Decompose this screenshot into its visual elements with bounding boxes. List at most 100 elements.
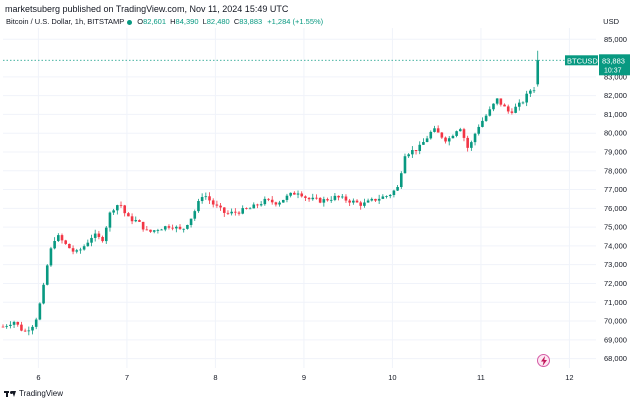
- y-tick-label: 72,000: [604, 279, 627, 288]
- candle-body: [234, 211, 237, 213]
- candle-body: [318, 197, 322, 203]
- candle-body: [116, 205, 119, 211]
- candle-body: [90, 237, 93, 243]
- y-tick-label: 78,000: [604, 166, 627, 175]
- candle-body: [112, 210, 115, 213]
- candle-body: [525, 93, 528, 103]
- candle-body: [492, 103, 495, 110]
- candle-body: [414, 150, 418, 152]
- candle-body: [141, 221, 145, 230]
- y-tick-label: 82,000: [604, 91, 627, 100]
- change-value: +1,284 (+1.55%): [267, 17, 324, 26]
- candle-body: [481, 120, 484, 127]
- candle-body: [503, 104, 506, 107]
- y-tick-label: 77,000: [604, 185, 627, 194]
- lightning-icon[interactable]: [537, 354, 550, 367]
- close-value: 83,883: [239, 17, 263, 26]
- candle-body: [270, 199, 274, 203]
- candle-body: [495, 98, 499, 104]
- axes: 68,000 69,000 70,000 71,000 72,000 73,000 74,0…: [36, 35, 627, 382]
- candle-body: [278, 202, 281, 205]
- candle-body: [127, 213, 130, 217]
- candle-body: [311, 197, 315, 200]
- x-tick-label: 6: [36, 373, 40, 382]
- y-tick-label: 80,000: [604, 129, 627, 138]
- candle-body: [156, 230, 160, 231]
- candle-body: [388, 194, 392, 197]
- candle-body: [470, 142, 473, 148]
- x-tick-label: 12: [565, 373, 573, 382]
- candle-body: [145, 229, 149, 231]
- candle-body: [532, 90, 536, 92]
- candle-body: [237, 212, 241, 214]
- open-label: O: [137, 17, 144, 26]
- low-value: 82,480: [206, 17, 230, 26]
- candle-body: [385, 196, 388, 197]
- candle-body: [377, 198, 381, 201]
- candle-body: [16, 321, 20, 325]
- candle-body: [352, 200, 355, 203]
- candle-body: [138, 220, 141, 222]
- candle-body: [245, 208, 248, 209]
- candle-body: [167, 226, 171, 228]
- candle-body: [381, 196, 385, 199]
- candle-body: [57, 235, 60, 241]
- y-tick-label: 83,000: [604, 72, 627, 81]
- candle-body: [27, 330, 31, 332]
- candle-body: [34, 319, 38, 327]
- candle-body: [9, 324, 12, 326]
- candle-body: [241, 208, 245, 214]
- candle-body: [20, 324, 23, 331]
- x-tick-label: 11: [477, 373, 485, 382]
- candle-body: [86, 242, 90, 247]
- candle-body: [429, 131, 433, 139]
- candle-body: [123, 205, 126, 214]
- candle-body: [71, 248, 75, 252]
- candle-body: [399, 173, 403, 188]
- candle-body: [455, 131, 458, 136]
- candle-body: [340, 196, 344, 198]
- candle-body: [403, 156, 407, 174]
- candle-body: [274, 202, 278, 205]
- brand-name: TradingView: [19, 389, 64, 398]
- candle-body: [252, 204, 256, 209]
- candle-body: [536, 60, 540, 85]
- candle-body: [38, 303, 42, 320]
- price-tag-ticker: BTCUSD: [567, 56, 598, 65]
- candle-body: [488, 109, 492, 116]
- candle-body: [363, 202, 366, 206]
- candle-body: [348, 200, 351, 203]
- candle-body: [458, 129, 462, 132]
- candle-body: [281, 199, 285, 203]
- candle-body: [451, 135, 455, 139]
- candle-body: [263, 198, 267, 205]
- candle-body: [149, 229, 152, 232]
- candle-body: [163, 226, 167, 230]
- candle-body: [108, 212, 112, 228]
- x-tick-label: 9: [302, 373, 306, 382]
- candle-body: [473, 133, 477, 143]
- candle-body: [300, 193, 304, 197]
- candle-body: [521, 102, 525, 104]
- candle-body: [45, 265, 49, 285]
- candle-body: [256, 204, 259, 206]
- high-value: 84,390: [175, 17, 199, 26]
- candle-body: [12, 321, 16, 325]
- candle-body: [226, 212, 230, 214]
- publisher-line: marketsuberg published on TradingView.co…: [5, 4, 289, 14]
- candle-body: [193, 211, 197, 219]
- candle-body: [440, 132, 444, 138]
- close-label: C: [233, 17, 240, 26]
- candle-body: [425, 138, 429, 143]
- candle-body: [104, 227, 108, 242]
- candle-body: [211, 200, 215, 205]
- candle-body: [322, 199, 326, 203]
- y-tick-label: 76,000: [604, 204, 627, 213]
- candle-body: [296, 193, 300, 195]
- candle-body: [477, 126, 481, 134]
- symbol-name: Bitcoin / U.S. Dollar, 1h, BITSTAMP: [6, 17, 125, 26]
- candle-body: [152, 230, 156, 232]
- candle-body: [529, 90, 532, 94]
- candle-body: [171, 227, 174, 229]
